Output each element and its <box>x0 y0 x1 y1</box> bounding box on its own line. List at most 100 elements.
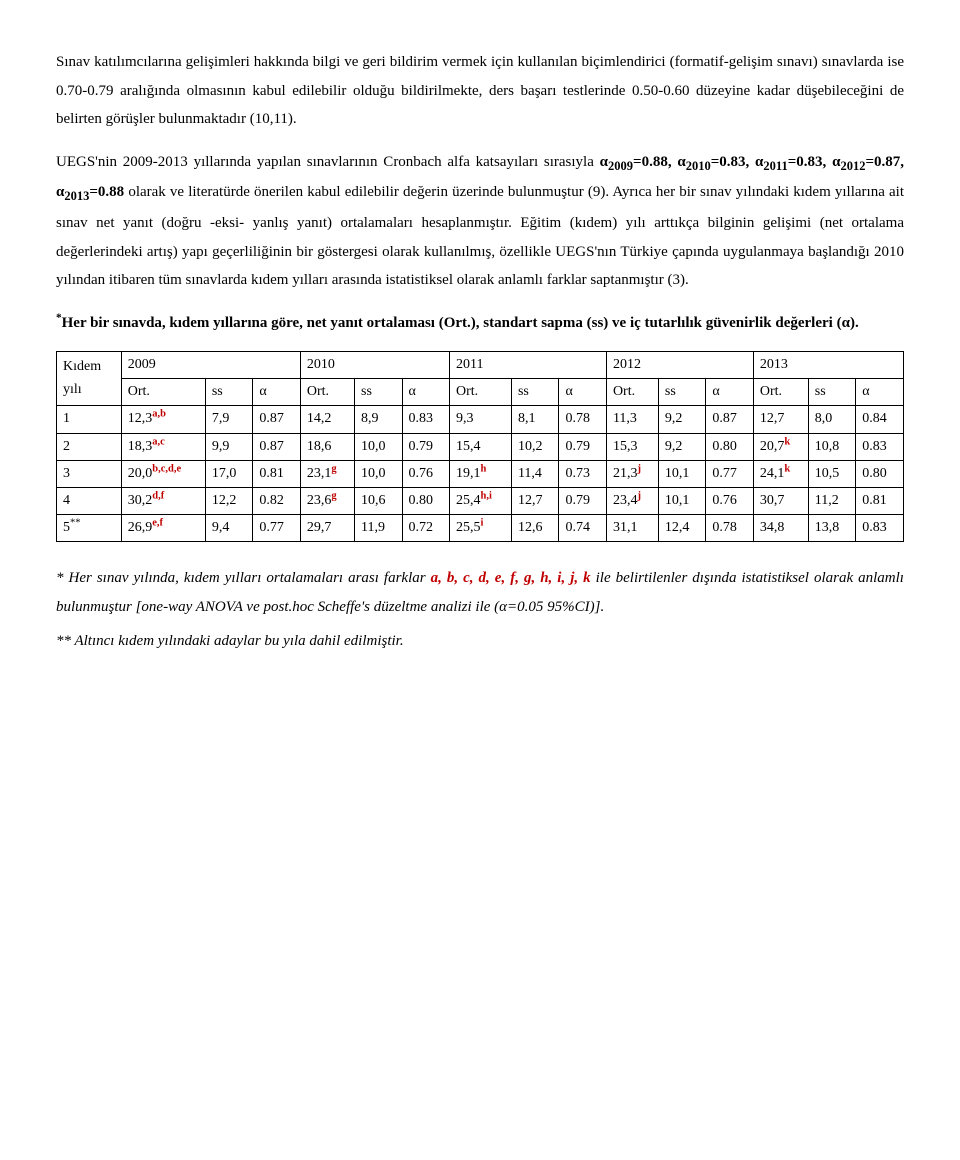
cell-ort: 30,7 <box>753 487 808 514</box>
cell-alpha: 0.72 <box>402 515 450 542</box>
table-header-row-2: Ort.ssαOrt.ssαOrt.ssαOrt.ssαOrt.ssα <box>57 379 904 406</box>
cell-ss: 11,9 <box>355 515 403 542</box>
cell-alpha: 0.87 <box>253 433 301 460</box>
subcol: ss <box>355 379 403 406</box>
cell-ss: 9,2 <box>658 433 706 460</box>
cell-alpha: 0.83 <box>402 406 450 433</box>
col-year-4: 2013 <box>753 352 903 379</box>
cell-kidem: 5** <box>57 515 122 542</box>
cell-alpha: 0.77 <box>253 515 301 542</box>
cell-ss: 10,1 <box>658 487 706 514</box>
table-row: 112,3a,b7,90.8714,28,90.839,38,10.7811,3… <box>57 406 904 433</box>
cell-ort: 20,7k <box>753 433 808 460</box>
cell-alpha: 0.74 <box>559 515 607 542</box>
cell-alpha: 0.80 <box>856 460 904 487</box>
cell-ss: 12,2 <box>205 487 253 514</box>
col-year-0: 2009 <box>121 352 300 379</box>
subcol: α <box>253 379 301 406</box>
cell-ort: 30,2d,f <box>121 487 205 514</box>
cell-ss: 10,1 <box>658 460 706 487</box>
cell-ss: 12,7 <box>511 487 559 514</box>
cell-kidem: 4 <box>57 487 122 514</box>
subcol: α <box>706 379 754 406</box>
cell-ort: 15,4 <box>450 433 512 460</box>
subcol: α <box>402 379 450 406</box>
col-year-1: 2010 <box>300 352 449 379</box>
table-row: 430,2d,f12,20.8223,6g10,60.8025,4h,i12,7… <box>57 487 904 514</box>
cell-ort: 14,2 <box>300 406 354 433</box>
subcol: ss <box>808 379 856 406</box>
subcol: Ort. <box>121 379 205 406</box>
cell-ort: 12,7 <box>753 406 808 433</box>
cell-alpha: 0.76 <box>402 460 450 487</box>
table-header-row-1: Kıdem yılı 2009 2010 2011 2012 2013 <box>57 352 904 379</box>
alpha-2009: α2009=0.88, <box>600 154 678 170</box>
cell-ss: 10,6 <box>355 487 403 514</box>
footnote-letters: a, b, c, d, e, f, g, h, i, j, k <box>431 570 591 586</box>
cell-alpha: 0.77 <box>706 460 754 487</box>
cell-alpha: 0.73 <box>559 460 607 487</box>
cell-ss: 17,0 <box>205 460 253 487</box>
cell-ss: 8,9 <box>355 406 403 433</box>
cell-ort: 23,4j <box>606 487 658 514</box>
cell-ort: 23,1g <box>300 460 354 487</box>
cell-ort: 24,1k <box>753 460 808 487</box>
table-row: 320,0b,c,d,e17,00.8123,1g10,00.7619,1h11… <box>57 460 904 487</box>
cell-ss: 9,4 <box>205 515 253 542</box>
col-year-3: 2012 <box>606 352 753 379</box>
cell-ort: 11,3 <box>606 406 658 433</box>
cell-alpha: 0.78 <box>559 406 607 433</box>
cell-ss: 12,4 <box>658 515 706 542</box>
subcol: ss <box>205 379 253 406</box>
table-row: 5**26,9e,f9,40.7729,711,90.7225,5i12,60.… <box>57 515 904 542</box>
cell-ort: 29,7 <box>300 515 354 542</box>
cell-alpha: 0.81 <box>253 460 301 487</box>
cell-alpha: 0.76 <box>706 487 754 514</box>
cell-ort: 18,6 <box>300 433 354 460</box>
cell-ort: 26,9e,f <box>121 515 205 542</box>
cell-ss: 11,4 <box>511 460 559 487</box>
para2-post: olarak ve literatürde önerilen kabul edi… <box>56 184 904 288</box>
col-kidem: Kıdem yılı <box>57 352 122 406</box>
alpha-2011: α2011=0.83, <box>755 154 832 170</box>
subcol: Ort. <box>753 379 808 406</box>
cell-alpha: 0.78 <box>706 515 754 542</box>
col-year-2: 2011 <box>450 352 607 379</box>
cell-alpha: 0.83 <box>856 433 904 460</box>
subcol: Ort. <box>450 379 512 406</box>
cell-ss: 10,5 <box>808 460 856 487</box>
cell-ss: 10,8 <box>808 433 856 460</box>
alpha-2013: α2013=0.88 <box>56 184 124 200</box>
paragraph-1: Sınav katılımcılarına gelişimleri hakkın… <box>56 48 904 134</box>
cell-alpha: 0.87 <box>253 406 301 433</box>
cell-alpha: 0.80 <box>706 433 754 460</box>
alpha-2010: α2010=0.83, <box>677 154 755 170</box>
cell-ss: 9,9 <box>205 433 253 460</box>
cell-ss: 10,0 <box>355 460 403 487</box>
subcol: ss <box>511 379 559 406</box>
cell-ss: 11,2 <box>808 487 856 514</box>
cell-ss: 10,0 <box>355 433 403 460</box>
cell-ss: 7,9 <box>205 406 253 433</box>
cell-ort: 25,5i <box>450 515 512 542</box>
cell-alpha: 0.84 <box>856 406 904 433</box>
table-caption: *Her bir sınavda, kıdem yıllarına göre, … <box>56 309 904 338</box>
subcol: Ort. <box>606 379 658 406</box>
cell-kidem: 1 <box>57 406 122 433</box>
cell-ort: 12,3a,b <box>121 406 205 433</box>
cell-alpha: 0.82 <box>253 487 301 514</box>
cell-ss: 13,8 <box>808 515 856 542</box>
cell-ort: 25,4h,i <box>450 487 512 514</box>
cell-ort: 9,3 <box>450 406 512 433</box>
subcol: ss <box>658 379 706 406</box>
cell-ss: 8,0 <box>808 406 856 433</box>
subcol: α <box>559 379 607 406</box>
paragraph-2: UEGS'nin 2009-2013 yıllarında yapılan sı… <box>56 148 904 295</box>
cell-alpha: 0.80 <box>402 487 450 514</box>
cell-ss: 9,2 <box>658 406 706 433</box>
cell-ort: 20,0b,c,d,e <box>121 460 205 487</box>
cell-alpha: 0.87 <box>706 406 754 433</box>
cell-ort: 19,1h <box>450 460 512 487</box>
cell-kidem: 2 <box>57 433 122 460</box>
cell-alpha: 0.79 <box>402 433 450 460</box>
